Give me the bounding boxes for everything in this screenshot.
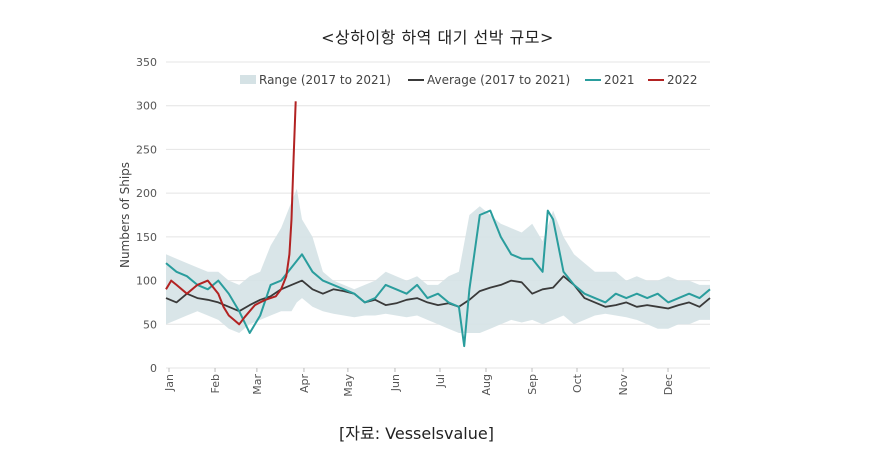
range-band-layer: [166, 188, 710, 333]
x-tick-label: Dec: [662, 374, 675, 395]
y-tick-label: 200: [136, 187, 157, 200]
x-tick-label: Jan: [163, 374, 176, 392]
x-tick-label: Aug: [480, 374, 493, 395]
chart-title: <상하이항 하역 대기 선박 규모>: [321, 28, 554, 47]
series-2021-line: [165, 209, 711, 348]
x-tick-label: Sep: [526, 374, 539, 395]
x-tick-label: Oct: [571, 373, 584, 393]
y-tick-label: 150: [136, 231, 157, 244]
y-tick-label: 250: [136, 143, 157, 156]
series-range-band: [166, 188, 710, 333]
y-tick-label: 0: [150, 362, 157, 375]
y-tick-label: 350: [136, 56, 157, 69]
x-tick-label: Jun: [389, 374, 402, 392]
legend-2022[interactable]: 2022: [648, 73, 698, 87]
y-tick-label: 300: [136, 100, 157, 113]
legend: Range (2017 to 2021) Average (2017 to 202…: [240, 73, 698, 87]
x-tick-label: Jul: [434, 374, 447, 388]
legend-swatch: [240, 75, 256, 84]
x-tick-label: Nov: [617, 374, 630, 396]
series-average-line: [165, 275, 711, 313]
y-tick-label: 100: [136, 275, 157, 288]
legend-label: 2021: [604, 73, 635, 87]
source-note: [자료: Vesselsvalue]: [339, 424, 494, 443]
x-tick-label: May: [342, 374, 355, 397]
legend-label: Average (2017 to 2021): [427, 73, 570, 87]
y-axis-label: Numbers of Ships: [118, 162, 132, 268]
axes-layer: 0 50 100 150 200 250 300 350 Numbers of Ships Jan…: [118, 56, 675, 397]
legend-2021[interactable]: 2021: [585, 73, 635, 87]
series-lines-layer: [165, 101, 711, 348]
series-2022-line: [165, 101, 297, 326]
x-tick-label: Mar: [251, 374, 264, 395]
legend-label: Range (2017 to 2021): [259, 73, 391, 87]
x-tick-label: Feb: [209, 374, 222, 393]
legend-range[interactable]: Range (2017 to 2021): [240, 73, 391, 87]
y-tick-label: 50: [143, 318, 157, 331]
legend-average[interactable]: Average (2017 to 2021): [408, 73, 570, 87]
legend-label: 2022: [667, 73, 698, 87]
x-tick-label: Apr: [298, 374, 311, 394]
